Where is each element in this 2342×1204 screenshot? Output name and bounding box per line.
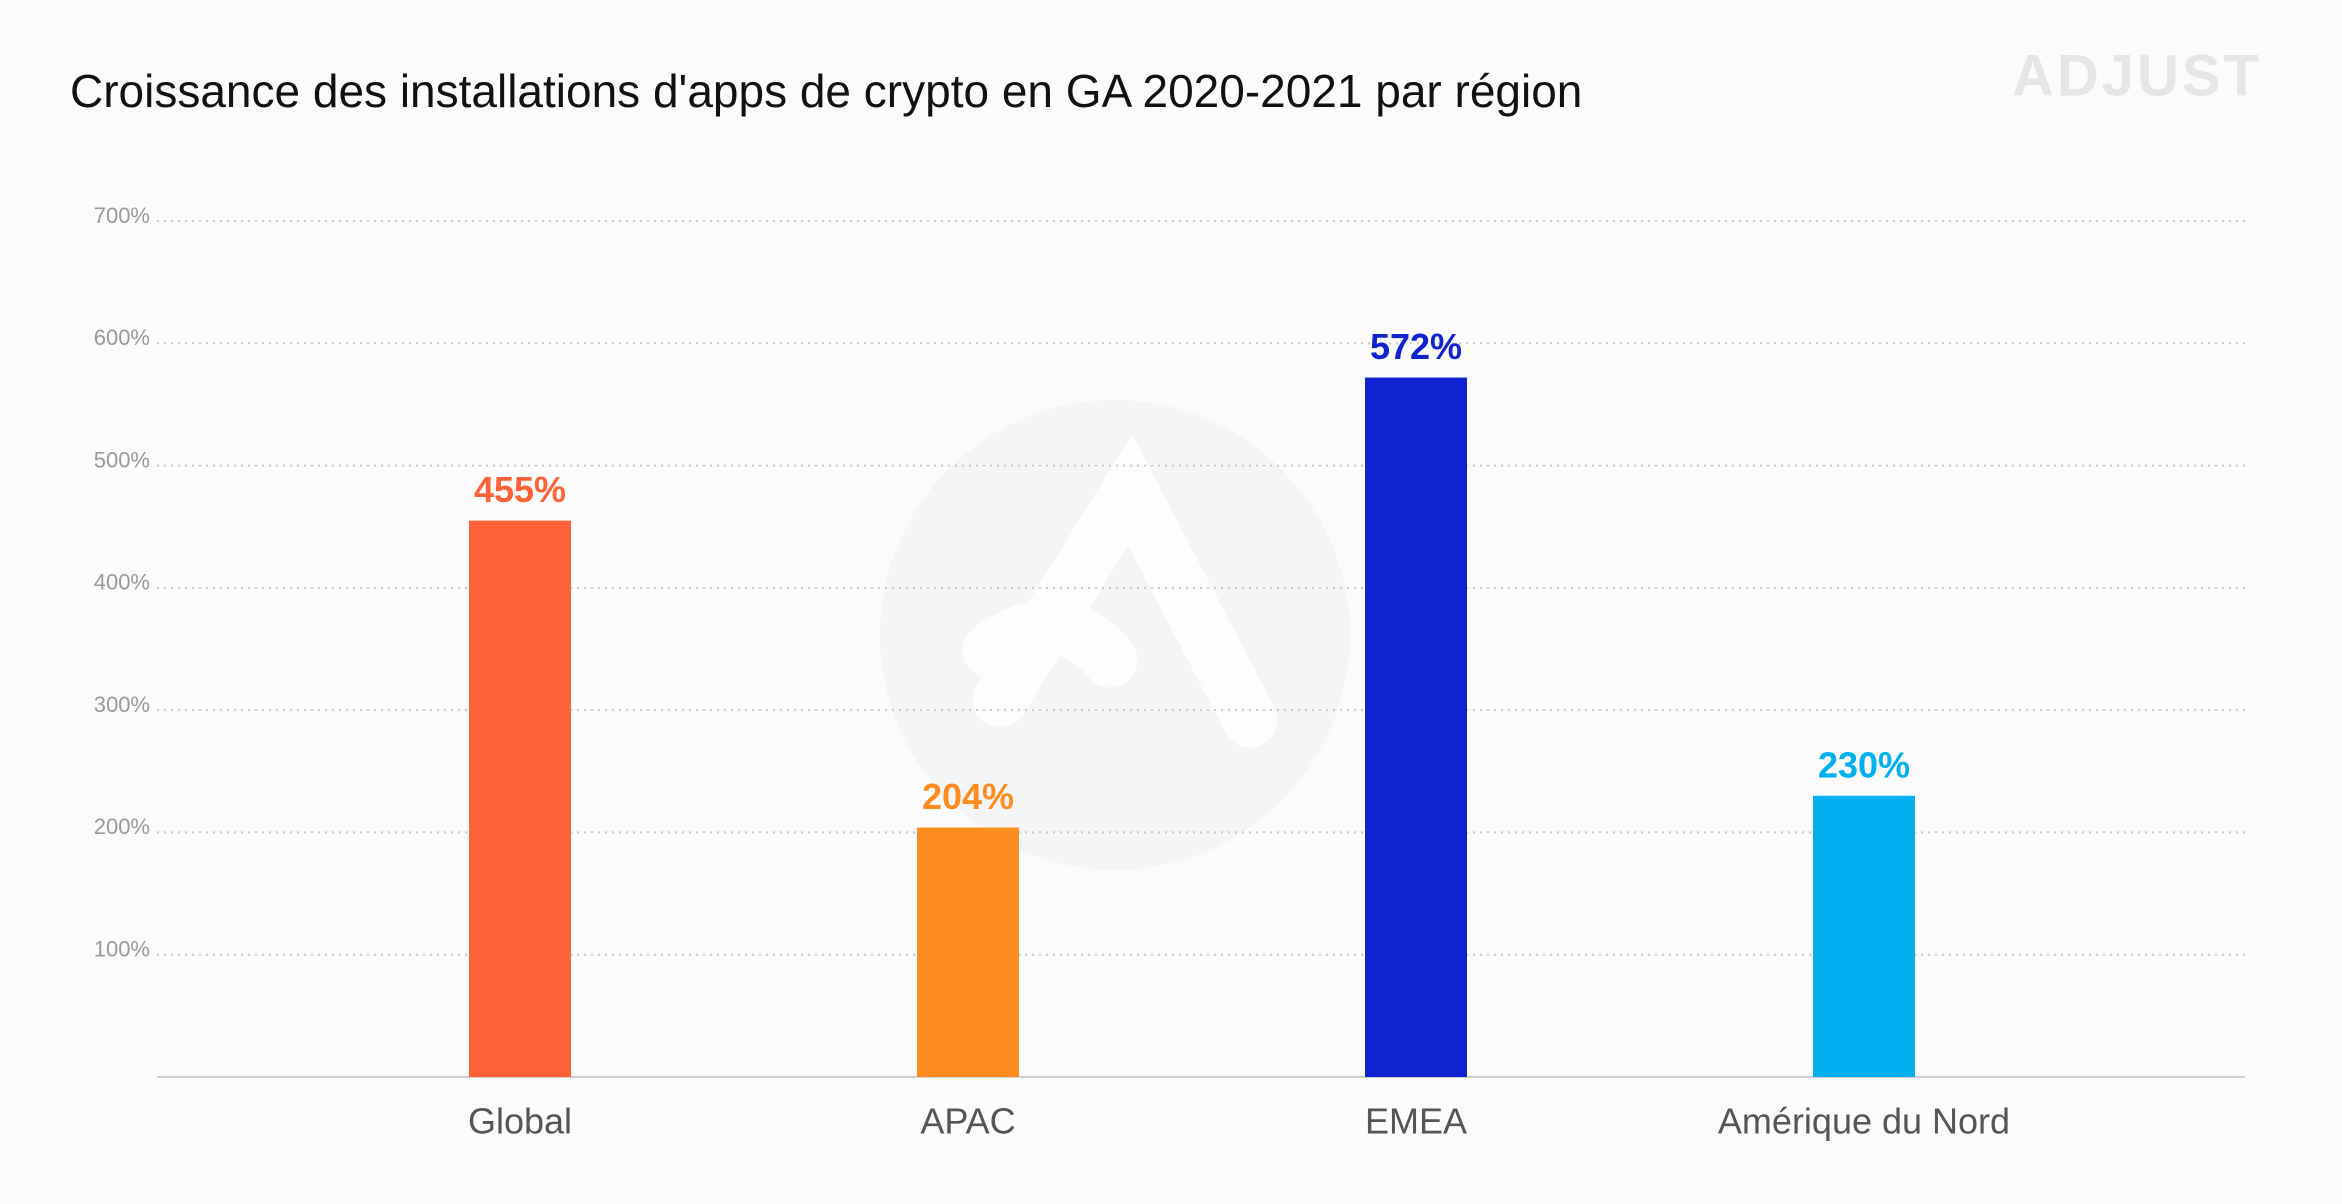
x-tick-label: Global [468,1101,572,1142]
value-label: 572% [1370,326,1462,367]
y-tick-label: 100% [94,937,150,962]
watermark [880,400,1350,870]
value-label: 455% [474,469,566,510]
y-tick-label: 600% [94,325,150,350]
x-tick-label: APAC [920,1101,1015,1142]
y-tick-label: 300% [94,692,150,717]
value-label: 230% [1818,744,1910,785]
chart-title: Croissance des installations d'apps de c… [70,65,1582,117]
value-label: 204% [922,776,1014,817]
y-tick-label: 700% [94,203,150,228]
bar [917,827,1019,1077]
bar [469,520,571,1077]
y-tick-label: 500% [94,447,150,472]
x-tick-label: Amérique du Nord [1718,1101,2010,1142]
y-tick-label: 200% [94,814,150,839]
y-tick-label: 400% [94,570,150,595]
watermark-logo [962,434,1278,748]
x-tick-label: EMEA [1365,1101,1467,1142]
bar [1365,377,1467,1077]
brand-logo: ADJUST [2012,43,2262,108]
bar [1813,795,1915,1077]
